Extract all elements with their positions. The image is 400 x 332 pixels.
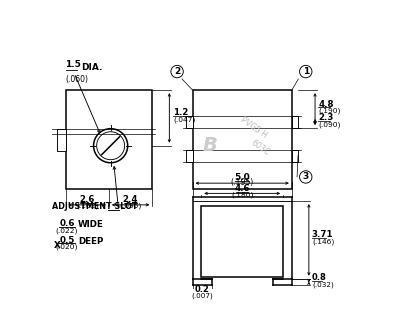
Text: (.022): (.022) <box>56 227 78 234</box>
Text: 5.0: 5.0 <box>234 173 250 182</box>
Text: DIA.: DIA. <box>82 62 103 72</box>
Text: 3.71: 3.71 <box>312 230 334 239</box>
Text: (.032): (.032) <box>312 282 334 288</box>
Text: 0.6: 0.6 <box>59 219 75 228</box>
Text: 4.8: 4.8 <box>318 100 334 109</box>
Text: 1.5: 1.5 <box>66 60 81 69</box>
Text: 4.6: 4.6 <box>234 184 250 193</box>
Bar <box>186 150 193 162</box>
Text: (.007): (.007) <box>191 293 213 299</box>
Bar <box>57 129 66 151</box>
Bar <box>186 116 193 128</box>
Text: PVG5 H: PVG5 H <box>239 116 269 140</box>
Text: (.146): (.146) <box>312 239 334 245</box>
Text: ADJUSTMENT SLOT: ADJUSTMENT SLOT <box>52 202 138 211</box>
Text: (.195): (.195) <box>230 178 254 187</box>
Bar <box>193 90 292 189</box>
Text: 2.4: 2.4 <box>123 195 138 205</box>
Text: DEEP: DEEP <box>78 237 103 246</box>
Text: (.102): (.102) <box>76 203 98 209</box>
Text: (.095): (.095) <box>120 203 142 209</box>
Bar <box>201 206 283 278</box>
Text: (.090): (.090) <box>318 121 341 128</box>
Bar <box>292 116 298 128</box>
Text: 0.8: 0.8 <box>312 273 327 282</box>
Text: 0.2: 0.2 <box>195 285 210 294</box>
Text: 1.2: 1.2 <box>173 109 188 118</box>
Text: 1: 1 <box>303 67 309 76</box>
Text: (.060): (.060) <box>66 75 88 84</box>
Text: X: X <box>54 241 60 250</box>
Text: WIDE: WIDE <box>78 220 104 229</box>
Bar <box>66 90 152 189</box>
Text: 2.6: 2.6 <box>80 195 95 205</box>
Text: (.180): (.180) <box>231 192 254 198</box>
Text: 2: 2 <box>174 67 180 76</box>
Text: (.020): (.020) <box>56 244 78 250</box>
Text: B: B <box>202 136 217 155</box>
Bar <box>292 150 298 162</box>
Text: 0.5: 0.5 <box>59 236 75 245</box>
Text: (.190): (.190) <box>318 108 341 114</box>
Text: 3: 3 <box>303 172 309 182</box>
Text: (.047): (.047) <box>173 116 196 123</box>
Text: 603C: 603C <box>249 138 271 157</box>
Text: 2.3: 2.3 <box>318 113 334 122</box>
